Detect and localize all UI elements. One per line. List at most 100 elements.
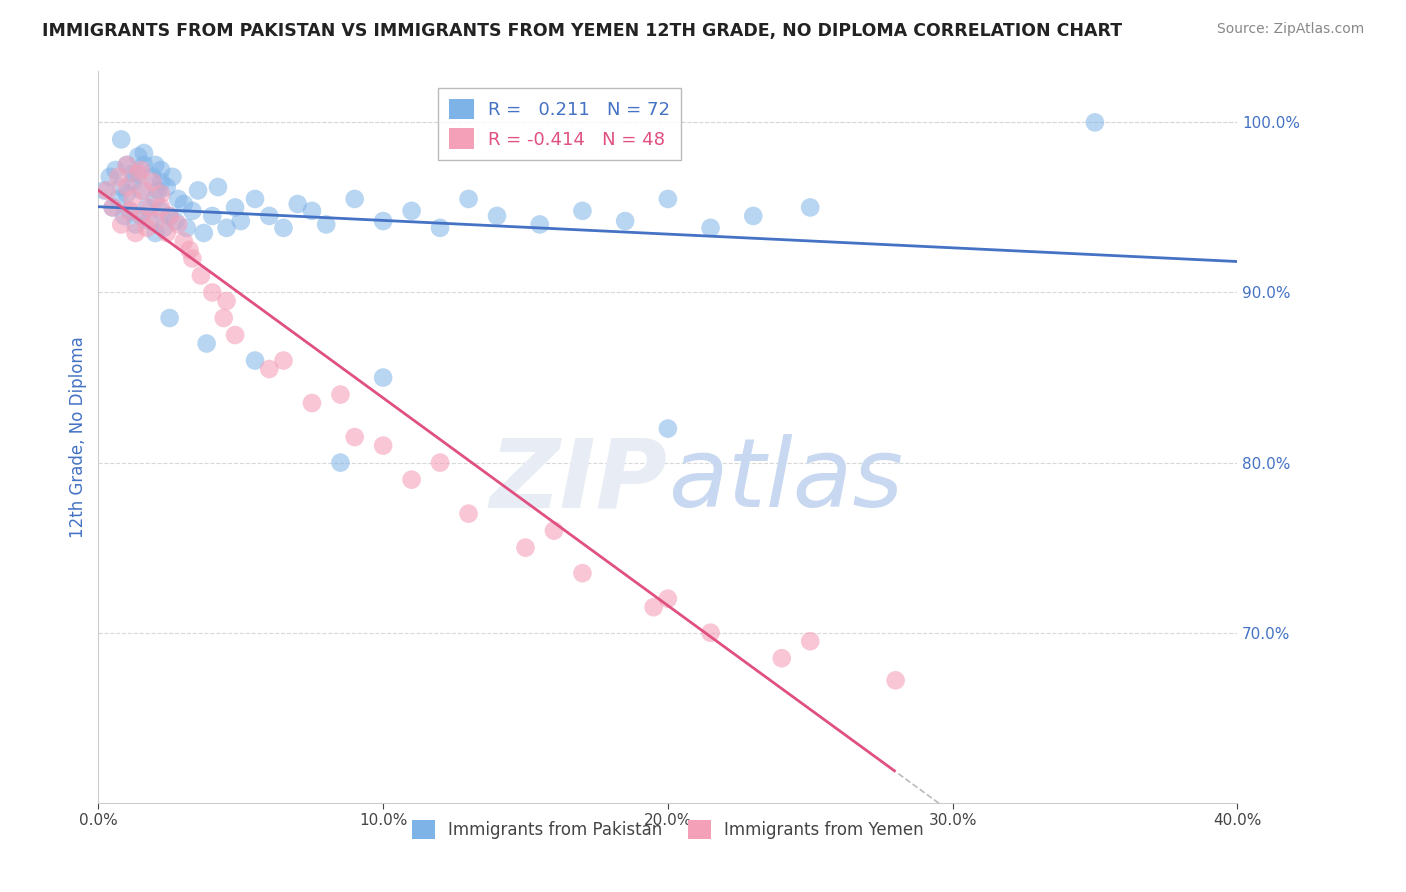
Point	[259, 362, 281, 376]
Point	[150, 163, 173, 178]
Point	[145, 158, 167, 172]
Point	[150, 175, 173, 189]
Point	[127, 166, 149, 180]
Point	[173, 235, 195, 249]
Point	[150, 186, 173, 201]
Point	[165, 214, 187, 228]
Point	[571, 203, 593, 218]
Text: Source: ZipAtlas.com: Source: ZipAtlas.com	[1216, 22, 1364, 37]
Point	[110, 218, 132, 232]
Point	[190, 268, 212, 283]
Point	[176, 220, 198, 235]
Point	[96, 183, 118, 197]
Point	[614, 214, 637, 228]
Point	[121, 175, 143, 189]
Point	[315, 218, 337, 232]
Point	[329, 456, 352, 470]
Point	[121, 192, 143, 206]
Point	[159, 209, 181, 223]
Point	[181, 252, 204, 266]
Point	[643, 600, 665, 615]
Point	[373, 370, 395, 384]
Point	[657, 192, 679, 206]
Point	[156, 226, 179, 240]
Point	[301, 396, 323, 410]
Point	[145, 226, 167, 240]
Point	[373, 439, 395, 453]
Point	[107, 169, 129, 184]
Point	[132, 158, 155, 172]
Point	[129, 163, 152, 178]
Point	[187, 183, 209, 197]
Point	[457, 192, 479, 206]
Point	[215, 293, 238, 308]
Point	[112, 209, 135, 223]
Point	[127, 166, 149, 180]
Point	[118, 203, 141, 218]
Point	[145, 192, 167, 206]
Point	[124, 226, 146, 240]
Point	[121, 166, 143, 180]
Point	[212, 311, 235, 326]
Point	[215, 220, 238, 235]
Point	[529, 218, 551, 232]
Point	[195, 336, 218, 351]
Point	[159, 209, 181, 223]
Point	[135, 201, 157, 215]
Point	[1084, 115, 1107, 129]
Point	[115, 186, 138, 201]
Point	[429, 456, 451, 470]
Text: IMMIGRANTS FROM PAKISTAN VS IMMIGRANTS FROM YEMEN 12TH GRADE, NO DIPLOMA CORRELA: IMMIGRANTS FROM PAKISTAN VS IMMIGRANTS F…	[42, 22, 1122, 40]
Point	[699, 220, 721, 235]
Point	[118, 203, 141, 218]
Point	[98, 169, 121, 184]
Point	[543, 524, 565, 538]
Point	[429, 220, 451, 235]
Point	[799, 201, 821, 215]
Point	[173, 197, 195, 211]
Point	[150, 201, 173, 215]
Legend: Immigrants from Pakistan, Immigrants from Yemen: Immigrants from Pakistan, Immigrants fro…	[405, 814, 931, 846]
Point	[153, 220, 176, 235]
Point	[141, 169, 163, 184]
Point	[343, 430, 366, 444]
Point	[224, 201, 246, 215]
Point	[401, 203, 423, 218]
Text: atlas: atlas	[668, 434, 903, 527]
Point	[515, 541, 537, 555]
Text: ZIP: ZIP	[489, 434, 668, 527]
Point	[132, 183, 155, 197]
Point	[201, 285, 224, 300]
Point	[243, 353, 266, 368]
Point	[343, 192, 366, 206]
Point	[148, 183, 170, 197]
Point	[110, 180, 132, 194]
Point	[138, 201, 160, 215]
Point	[799, 634, 821, 648]
Point	[373, 214, 395, 228]
Point	[135, 220, 157, 235]
Point	[101, 201, 124, 215]
Point	[571, 566, 593, 581]
Point	[129, 183, 152, 197]
Point	[486, 209, 509, 223]
Point	[657, 591, 679, 606]
Point	[129, 209, 152, 223]
Point	[129, 209, 152, 223]
Point	[159, 311, 181, 326]
Point	[162, 169, 184, 184]
Point	[243, 192, 266, 206]
Point	[115, 180, 138, 194]
Point	[150, 203, 173, 218]
Point	[193, 226, 215, 240]
Point	[401, 473, 423, 487]
Point	[224, 328, 246, 343]
Point	[273, 353, 295, 368]
Point	[179, 243, 201, 257]
Point	[770, 651, 793, 665]
Point	[156, 180, 179, 194]
Point	[104, 163, 127, 178]
Point	[115, 158, 138, 172]
Point	[93, 183, 115, 197]
Point	[167, 218, 190, 232]
